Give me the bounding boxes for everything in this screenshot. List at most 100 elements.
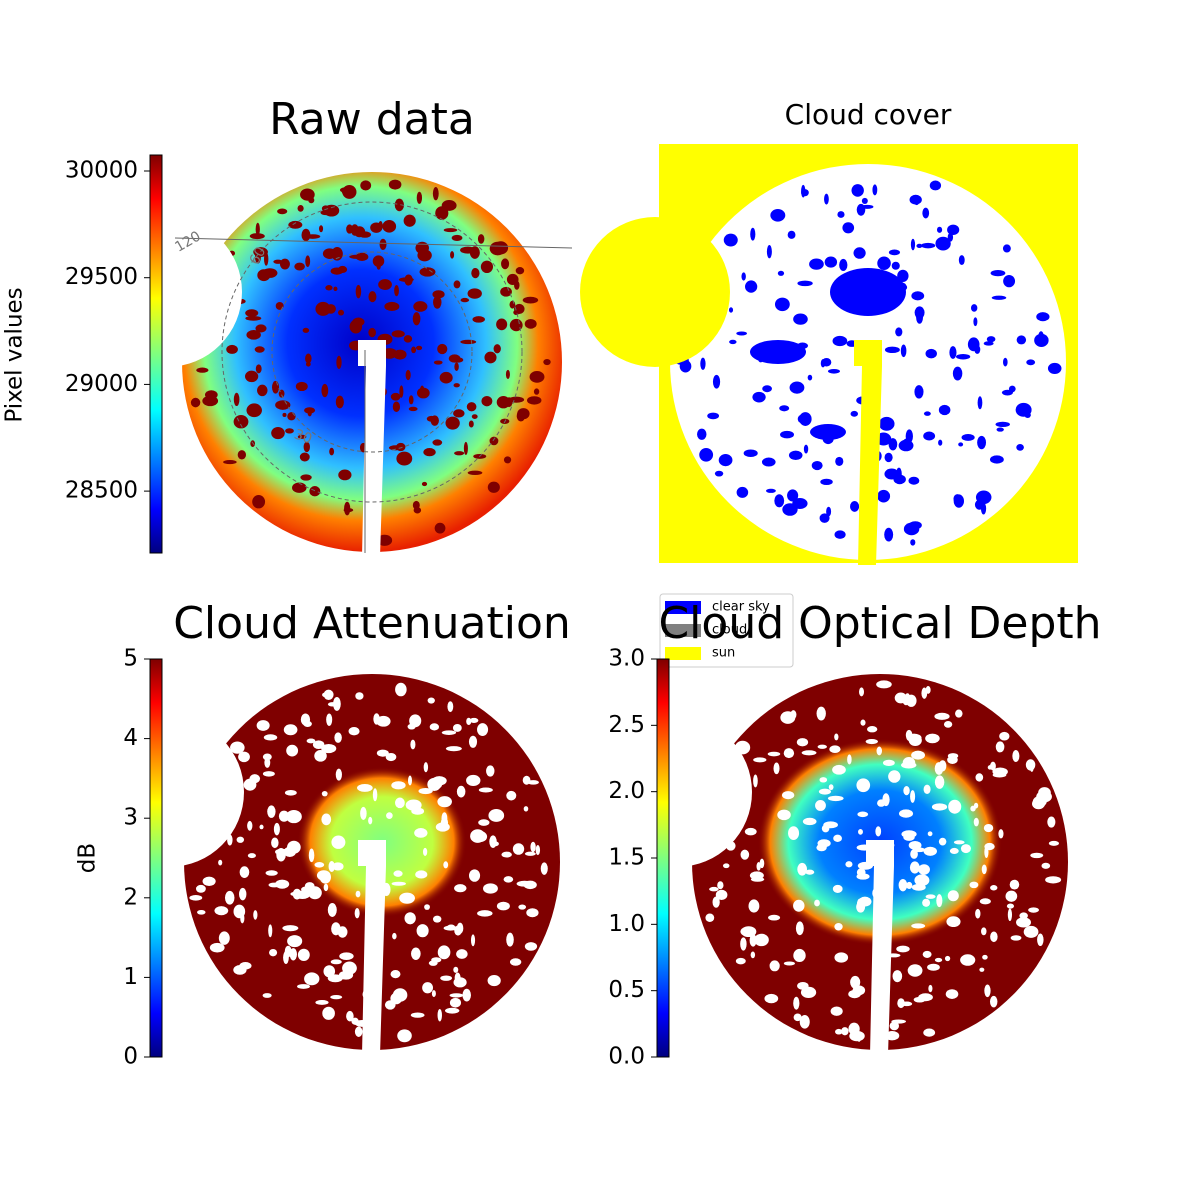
image-texture xyxy=(920,242,936,249)
image-texture xyxy=(307,410,312,417)
image-texture xyxy=(807,374,813,381)
image-texture xyxy=(267,805,276,818)
image-texture xyxy=(896,945,910,953)
image-texture xyxy=(403,214,416,227)
image-texture xyxy=(435,206,449,220)
image-texture xyxy=(923,431,936,441)
panel-title: Raw data xyxy=(269,94,475,145)
image-texture xyxy=(292,482,307,493)
image-texture xyxy=(816,706,826,721)
image-texture xyxy=(396,451,413,466)
image-texture xyxy=(297,204,304,212)
colorbar-tick-label: 0.0 xyxy=(608,1044,645,1070)
panel xyxy=(602,674,1068,1055)
image-texture xyxy=(1019,912,1028,920)
image-texture xyxy=(278,389,285,398)
image-texture xyxy=(518,904,527,910)
image-texture xyxy=(876,680,892,689)
image-texture xyxy=(878,416,895,431)
image-texture xyxy=(411,947,421,960)
image-texture xyxy=(346,1010,354,1022)
image-texture xyxy=(947,755,958,764)
image-texture xyxy=(304,882,315,890)
image-texture xyxy=(467,288,482,299)
image-texture xyxy=(255,364,262,374)
image-texture xyxy=(466,717,472,726)
image-texture xyxy=(891,1019,906,1024)
image-texture xyxy=(434,522,446,534)
image-texture xyxy=(254,250,261,264)
image-texture xyxy=(344,501,351,516)
image-texture xyxy=(815,800,826,811)
image-texture xyxy=(447,701,454,713)
horizon-notch xyxy=(94,717,244,867)
image-texture xyxy=(705,913,715,922)
image-texture xyxy=(740,927,749,936)
image-texture xyxy=(339,952,354,961)
image-texture xyxy=(432,187,439,201)
image-texture xyxy=(408,406,418,412)
image-texture xyxy=(998,829,1004,839)
image-texture xyxy=(506,273,519,285)
image-texture xyxy=(388,179,402,190)
image-texture xyxy=(543,359,551,366)
image-texture xyxy=(752,391,766,403)
image-texture xyxy=(378,220,383,231)
colorbar-tick-label: 0 xyxy=(123,1044,138,1070)
image-texture xyxy=(999,731,1010,741)
image-texture xyxy=(332,862,344,871)
image-texture xyxy=(958,255,965,266)
image-texture xyxy=(979,898,991,905)
image-texture xyxy=(989,995,998,1008)
image-texture xyxy=(305,353,312,364)
image-texture xyxy=(268,924,273,938)
image-texture xyxy=(992,767,1008,777)
image-texture xyxy=(949,847,959,854)
image-texture xyxy=(740,937,747,951)
image-texture xyxy=(262,753,272,761)
image-texture xyxy=(287,412,296,421)
image-texture xyxy=(509,958,522,966)
image-texture xyxy=(1009,879,1020,890)
image-texture xyxy=(337,309,345,316)
horizon-notch xyxy=(602,717,752,867)
image-texture xyxy=(774,297,790,312)
image-texture xyxy=(910,539,916,546)
image-texture xyxy=(1003,274,1016,288)
image-texture xyxy=(443,228,458,233)
image-texture xyxy=(898,878,908,892)
image-texture xyxy=(431,957,442,963)
image-texture xyxy=(934,957,943,963)
image-texture xyxy=(257,269,271,282)
image-texture xyxy=(487,481,500,493)
image-texture xyxy=(977,435,987,450)
image-texture xyxy=(302,327,310,333)
image-texture xyxy=(936,894,943,908)
image-texture xyxy=(423,448,436,457)
image-texture xyxy=(867,726,878,733)
image-texture xyxy=(395,682,407,697)
image-texture xyxy=(768,914,781,921)
image-texture xyxy=(477,723,489,737)
image-texture xyxy=(354,1026,363,1037)
image-texture xyxy=(433,360,443,365)
colorbar-tick-label: 0.5 xyxy=(608,977,645,1003)
image-texture xyxy=(342,961,357,975)
image-texture xyxy=(923,784,931,794)
image-texture xyxy=(821,824,830,833)
legend-label: sun xyxy=(712,646,735,661)
image-texture xyxy=(1001,389,1014,396)
image-texture xyxy=(905,693,910,698)
image-texture xyxy=(326,713,333,726)
image-texture xyxy=(1012,750,1020,762)
image-texture xyxy=(355,284,362,299)
image-texture xyxy=(360,806,367,820)
panel xyxy=(94,674,560,1055)
image-texture xyxy=(422,982,434,994)
image-texture xyxy=(911,291,925,301)
legend-swatch xyxy=(665,624,701,637)
image-texture xyxy=(834,922,843,931)
image-texture xyxy=(872,184,878,196)
